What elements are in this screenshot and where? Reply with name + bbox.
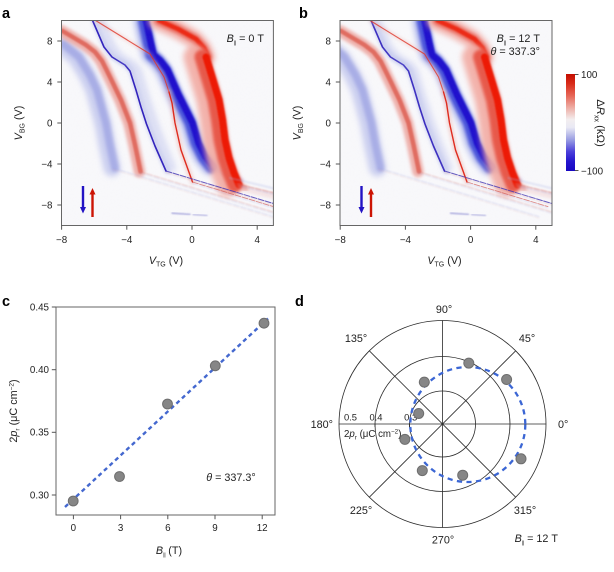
- svg-text:−4: −4: [121, 235, 133, 246]
- svg-text:VBG​ (V): VBG​ (V): [292, 106, 305, 141]
- svg-text:−8: −8: [320, 200, 332, 211]
- svg-text:0.3: 0.3: [404, 412, 417, 423]
- svg-text:ΔRxx​ (kΩ): ΔRxx​ (kΩ): [593, 99, 606, 147]
- svg-text:0: 0: [326, 118, 332, 129]
- svg-text:VTG​ (V): VTG​ (V): [149, 255, 183, 268]
- svg-text:c: c: [2, 294, 10, 310]
- svg-text:−100: −100: [581, 166, 604, 177]
- svg-text:−8: −8: [335, 235, 347, 246]
- svg-text:−4: −4: [320, 159, 332, 170]
- svg-text:d: d: [295, 294, 304, 310]
- svg-text:0.45: 0.45: [30, 302, 50, 313]
- svg-text:3: 3: [118, 523, 124, 534]
- svg-text:8: 8: [326, 36, 332, 47]
- svg-text:4: 4: [254, 235, 260, 246]
- svg-text:B||​ (T): B||​ (T): [156, 545, 182, 558]
- svg-text:0: 0: [468, 235, 474, 246]
- svg-text:−8: −8: [41, 200, 53, 211]
- svg-text:θ = 337.3°: θ = 337.3°: [490, 46, 540, 58]
- svg-text:B||​ = 12 T: B||​ = 12 T: [497, 33, 541, 46]
- svg-text:VTG​ (V): VTG​ (V): [427, 255, 461, 268]
- svg-text:a: a: [2, 6, 11, 22]
- svg-text:4: 4: [533, 235, 539, 246]
- svg-text:9: 9: [212, 523, 217, 534]
- svg-text:0.4: 0.4: [369, 412, 382, 423]
- svg-text:0°: 0°: [558, 419, 568, 431]
- svg-text:270°: 270°: [432, 535, 454, 547]
- svg-text:0: 0: [71, 523, 77, 534]
- svg-text:90°: 90°: [436, 304, 452, 316]
- svg-text:b: b: [299, 6, 308, 22]
- svg-text:0: 0: [189, 235, 195, 246]
- svg-text:8: 8: [47, 36, 53, 47]
- svg-text:6: 6: [165, 523, 171, 534]
- svg-text:100: 100: [581, 70, 598, 81]
- svg-text:45°: 45°: [519, 333, 535, 345]
- svg-text:2pr​ (μC cm−2​): 2pr​ (μC cm−2​): [8, 379, 21, 442]
- svg-text:0: 0: [47, 118, 53, 129]
- svg-text:VBG​ (V): VBG​ (V): [13, 106, 26, 141]
- svg-text:B||​ = 0 T: B||​ = 0 T: [227, 33, 265, 46]
- svg-text:225°: 225°: [350, 505, 372, 517]
- svg-text:−8: −8: [56, 235, 68, 246]
- svg-text:315°: 315°: [514, 505, 536, 517]
- svg-text:−4: −4: [400, 235, 412, 246]
- svg-text:4: 4: [47, 77, 53, 88]
- svg-text:4: 4: [326, 77, 332, 88]
- svg-text:180°: 180°: [311, 419, 333, 431]
- svg-text:0.35: 0.35: [30, 428, 50, 439]
- svg-text:12: 12: [257, 523, 268, 534]
- svg-text:−4: −4: [41, 159, 53, 170]
- svg-text:B||​ = 12 T: B||​ = 12 T: [515, 533, 559, 546]
- svg-text:0.40: 0.40: [30, 365, 50, 376]
- svg-text:0.30: 0.30: [30, 490, 50, 501]
- svg-text:135°: 135°: [345, 333, 367, 345]
- svg-text:2pr​ (μC cm−2​): 2pr​ (μC cm−2​): [344, 429, 401, 442]
- svg-text:0.5: 0.5: [344, 412, 357, 423]
- svg-text:θ = 337.3°: θ = 337.3°: [206, 472, 256, 484]
